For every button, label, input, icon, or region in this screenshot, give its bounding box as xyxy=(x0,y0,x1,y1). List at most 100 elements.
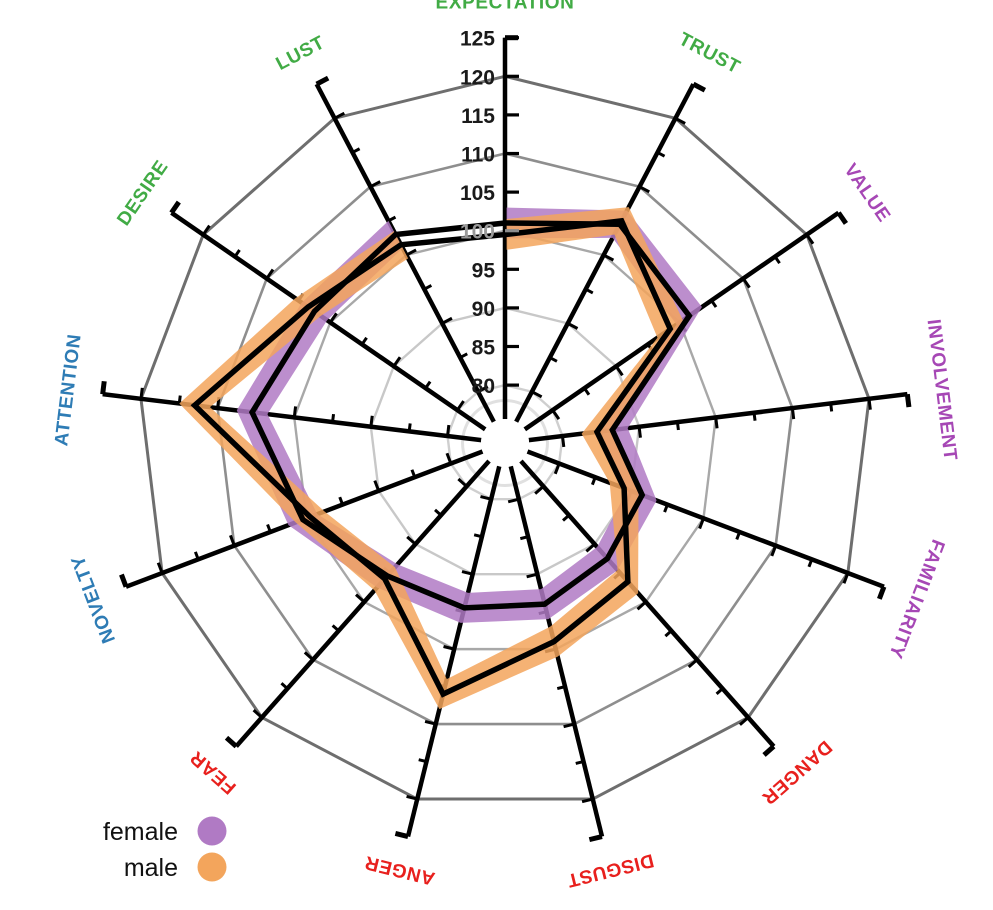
spoke-tick xyxy=(441,316,453,325)
spoke-tick xyxy=(715,687,724,696)
spoke-cap-attention xyxy=(100,380,107,395)
radial-tick-label-95: 95 xyxy=(472,259,496,282)
spoke-tick xyxy=(752,412,757,421)
radial-tick-label-90: 90 xyxy=(472,298,495,321)
spoke-tick xyxy=(805,233,815,245)
spoke-cap-trust xyxy=(692,81,707,93)
category-label-fear: FEAR xyxy=(186,746,240,798)
band-female xyxy=(236,207,702,623)
radial-tick-label-125: 125 xyxy=(460,28,495,51)
spoke-tick xyxy=(369,180,381,188)
category-label-anger: ANGER xyxy=(362,851,437,889)
spoke-tick xyxy=(473,533,483,539)
spoke-tick xyxy=(698,517,705,530)
spoke-tick xyxy=(369,415,374,427)
spoke-tick xyxy=(534,485,545,495)
spoke-tick xyxy=(560,435,566,448)
spoke-tick xyxy=(407,423,412,432)
spoke-tick xyxy=(553,462,561,475)
spoke-tick xyxy=(434,508,443,517)
spoke-tick xyxy=(742,277,751,289)
spoke-tick xyxy=(387,215,397,223)
spoke-tick xyxy=(638,185,650,194)
category-label-value: VALUE xyxy=(840,160,895,226)
spoke-tick xyxy=(773,255,781,265)
spoke-tick xyxy=(770,545,778,557)
spoke-tick xyxy=(252,709,263,719)
spoke-tick xyxy=(177,395,182,404)
spoke-cap-value xyxy=(836,211,848,225)
spoke-tick xyxy=(193,551,200,560)
category-label-attention: ATTENTION xyxy=(51,333,85,447)
spoke-tick xyxy=(507,497,520,504)
radial-axis-layer: 80 85 90 95 100 105 110 115 120 125 xyxy=(460,28,529,467)
spoke-tick xyxy=(443,645,455,651)
spoke-tick xyxy=(829,403,834,412)
spoke-tick xyxy=(424,380,432,390)
center-hub xyxy=(481,419,529,467)
spoke-cap-desire xyxy=(169,200,181,215)
spoke-tick xyxy=(477,385,489,394)
spoke-tick xyxy=(405,248,417,257)
spoke-tick xyxy=(562,514,570,522)
spoke-tick xyxy=(156,562,164,574)
spoke-tick xyxy=(614,365,624,377)
spoke-tick xyxy=(637,426,642,438)
spoke-tick xyxy=(526,572,538,579)
line-female xyxy=(248,220,693,611)
category-label-trust: TRUST xyxy=(675,29,743,78)
legend-label-female: female xyxy=(103,818,178,846)
spoke-tick xyxy=(585,287,594,295)
spoke-tick xyxy=(418,758,427,764)
spoke-cap-anger xyxy=(394,830,409,839)
spoke-tick xyxy=(351,147,361,154)
spoke-trust xyxy=(514,83,696,423)
spoke-tick xyxy=(738,716,750,726)
spoke-tick xyxy=(590,476,597,486)
spoke-tick xyxy=(807,558,814,568)
spoke-danger xyxy=(519,459,776,748)
spoke-tick xyxy=(556,685,566,690)
spoke-tick xyxy=(663,504,669,513)
line-layer xyxy=(190,217,693,698)
spoke-tick xyxy=(567,322,579,330)
spoke-tick xyxy=(575,760,584,765)
category-label-familiarity: FAMILIARITY xyxy=(884,536,948,661)
spoke-tick xyxy=(201,224,211,236)
spoke-tick xyxy=(266,523,272,533)
spoke-tick xyxy=(656,151,666,158)
spoke-tick xyxy=(410,469,417,478)
spoke-tick xyxy=(842,572,850,584)
spoke-cap-involvement xyxy=(904,393,912,408)
spoke-tick xyxy=(333,111,346,120)
legend-swatch-male xyxy=(197,852,227,882)
spoke-anger xyxy=(405,465,502,838)
spoke-cap-disgust xyxy=(588,834,603,843)
spoke-cap-fear xyxy=(224,735,238,749)
radial-tick-label-105: 105 xyxy=(460,182,495,205)
grid-layer xyxy=(139,74,871,801)
spoke-tick xyxy=(735,531,741,540)
spoke-tick xyxy=(687,658,698,669)
radial-tick-label-80: 80 xyxy=(472,375,495,398)
grid-ring-100 xyxy=(293,229,717,651)
spoke-tick xyxy=(790,407,796,420)
band-male xyxy=(179,207,683,710)
spoke-tick xyxy=(233,249,241,258)
spoke-tick xyxy=(360,336,368,346)
spoke-cap-familiarity xyxy=(877,585,887,600)
category-label-disgust: DISGUST xyxy=(565,849,656,891)
radial-tick-label-110: 110 xyxy=(461,144,495,167)
spoke-tick xyxy=(338,496,344,506)
spoke-tick xyxy=(423,284,433,291)
spoke-tick xyxy=(461,570,474,576)
spoke-tick xyxy=(329,312,338,324)
spoke-tick xyxy=(265,268,275,280)
spoke-tick xyxy=(636,600,647,611)
spoke-tick xyxy=(583,387,591,396)
spoke-tick xyxy=(480,495,492,501)
spoke-tick xyxy=(445,452,453,465)
grid-ring-110 xyxy=(216,152,794,726)
category-label-expectation: EXPECTATION xyxy=(436,0,575,14)
legend-label-male: male xyxy=(124,854,178,882)
